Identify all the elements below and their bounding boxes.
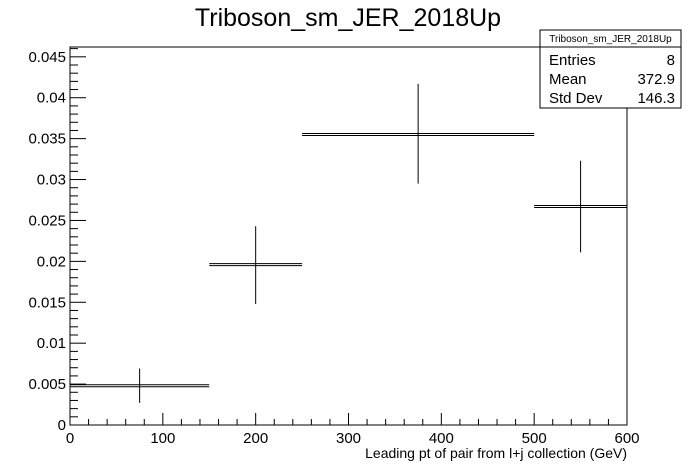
- y-tick-label: 0.025: [28, 212, 66, 229]
- stats-row-label: Std Dev: [549, 90, 603, 107]
- data-point: [70, 368, 210, 403]
- x-tick-label: 100: [150, 430, 175, 447]
- data-points: [70, 83, 627, 403]
- chart-title: Triboson_sm_JER_2018Up: [195, 4, 501, 32]
- stats-box-rows: Entries 8 Mean 372.9 Std Dev 146.3: [549, 52, 675, 107]
- y-tick-label: 0.04: [37, 90, 66, 107]
- data-point: [302, 83, 535, 184]
- y-tick-label: 0.01: [37, 335, 66, 352]
- stats-box: Triboson_sm_JER_2018Up Entries 8 Mean 372.9…: [539, 29, 682, 109]
- stats-row-label: Mean: [549, 71, 587, 88]
- x-tick-label: 200: [243, 430, 268, 447]
- y-tick-label: 0: [58, 417, 66, 434]
- x-tick-label: 600: [614, 430, 639, 447]
- y-tick-label: 0.02: [37, 253, 66, 270]
- y-tick-label: 0.045: [28, 49, 66, 66]
- stats-row-value: 372.9: [637, 71, 675, 88]
- data-point: [209, 226, 303, 304]
- stats-row-label: Entries: [549, 52, 596, 69]
- y-tick-label: 0.015: [28, 294, 66, 311]
- x-axis: 0 100 200 300 400 500 600: [66, 413, 640, 447]
- stats-box-title: Triboson_sm_JER_2018Up: [549, 34, 672, 45]
- y-tick-label: 0.035: [28, 131, 66, 148]
- x-tick-label: 500: [522, 430, 547, 447]
- y-tick-label: 0.005: [28, 376, 66, 393]
- x-tick-label: 300: [336, 430, 361, 447]
- data-point: [534, 160, 627, 253]
- stats-box-frame: [539, 29, 682, 109]
- x-axis-label: Leading pt of pair from l+j collection (…: [365, 445, 627, 461]
- y-tick-label: 0.03: [37, 172, 66, 189]
- x-tick-label: 0: [66, 430, 74, 447]
- y-axis: 0 0.005 0.01 0.015 0.02 0.025 0.03 0.035 0.04 0.0…: [28, 48, 86, 434]
- x-tick-label: 400: [429, 430, 454, 447]
- stats-row-value: 8: [667, 52, 675, 69]
- stats-row-value: 146.3: [637, 90, 675, 107]
